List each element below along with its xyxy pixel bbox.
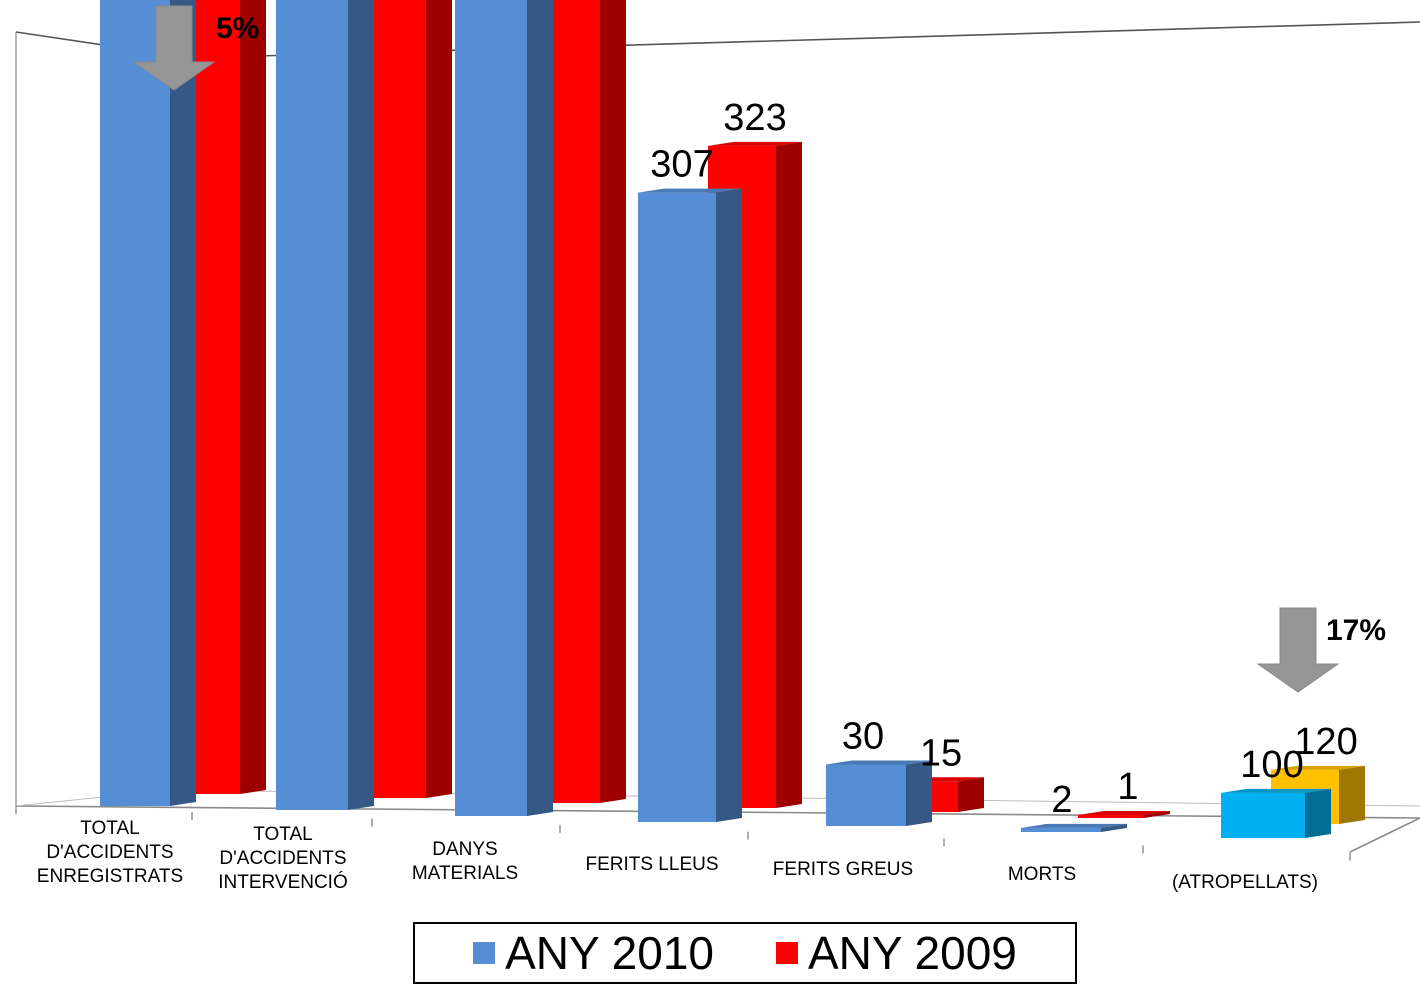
bar-side-face bbox=[958, 777, 984, 812]
x-axis-ticks bbox=[15, 806, 1351, 861]
legend-label-2010: ANY 2010 bbox=[505, 927, 714, 979]
bar-chart-3d: TOTAL D'ACCIDENTS ENREGISTRATS TOTAL D'ACCID… bbox=[15, 0, 1420, 893]
bar-front-face bbox=[186, 0, 240, 794]
bar-side-face bbox=[348, 0, 374, 810]
value-label-1-6: 120 bbox=[1294, 721, 1357, 763]
floor-right-edge bbox=[1349, 817, 1420, 853]
bar-top-face bbox=[1221, 788, 1331, 793]
bar-1-2 bbox=[550, 0, 626, 803]
annotations: 5% 17% bbox=[132, 5, 1386, 693]
bar-front-face bbox=[455, 0, 527, 816]
bar-0-6 bbox=[1221, 788, 1331, 838]
bar-0-3 bbox=[638, 188, 742, 822]
value-label-0-3: 307 bbox=[650, 144, 713, 186]
category-label-4: FERITS GREUS bbox=[773, 859, 913, 880]
value-labels: 1603122388432315112015271255916307302100 bbox=[650, 97, 1357, 821]
bar-top-face bbox=[638, 188, 742, 193]
annotation-label-0: 5% bbox=[216, 12, 259, 45]
category-label-2: DANYS MATERIALS bbox=[412, 839, 518, 884]
legend-label-2009: ANY 2009 bbox=[808, 927, 1017, 979]
bar-side-face bbox=[600, 0, 626, 803]
bar-0-1 bbox=[276, 0, 374, 810]
bar-1-0 bbox=[186, 0, 266, 794]
bar-side-face bbox=[527, 0, 553, 816]
value-label-0-5: 2 bbox=[1051, 779, 1072, 821]
bar-top-face bbox=[1078, 811, 1170, 815]
value-label-0-4: 30 bbox=[842, 716, 884, 758]
bar-side-face bbox=[240, 0, 266, 794]
bars bbox=[100, 0, 1365, 838]
bar-front-face bbox=[100, 0, 170, 806]
bar-side-face bbox=[776, 141, 802, 809]
category-label-1: TOTAL D'ACCIDENTS INTERVENCIÓ bbox=[218, 824, 348, 893]
value-label-1-5: 1 bbox=[1117, 766, 1138, 808]
bar-front-face bbox=[1078, 815, 1144, 818]
bar-side-face bbox=[1305, 788, 1331, 838]
bar-0-4 bbox=[826, 760, 932, 826]
legend: ANY 2010 ANY 2009 bbox=[413, 922, 1077, 984]
bar-front-face bbox=[638, 192, 716, 822]
category-label-3: FERITS LLEUS bbox=[585, 854, 718, 875]
category-label-6: (ATROPELLATS) bbox=[1172, 872, 1318, 893]
bar-front-face bbox=[826, 764, 906, 826]
legend-swatch-2010 bbox=[473, 942, 496, 964]
bar-side-face bbox=[426, 0, 452, 798]
bar-side-face bbox=[170, 0, 196, 806]
bar-0-2 bbox=[455, 0, 553, 816]
bar-front-face bbox=[1221, 792, 1305, 838]
bar-1-5 bbox=[1078, 811, 1170, 818]
value-label-1-4: 15 bbox=[920, 732, 962, 774]
bar-0-0 bbox=[100, 0, 196, 806]
bar-top-face bbox=[708, 141, 802, 146]
bar-top-face bbox=[826, 760, 932, 765]
category-labels: TOTAL D'ACCIDENTS ENREGISTRATS TOTAL D'ACCID… bbox=[37, 818, 1318, 893]
bar-front-face bbox=[372, 0, 426, 798]
category-label-5: MORTS bbox=[1008, 864, 1076, 885]
bar-front-face bbox=[276, 0, 348, 810]
bar-top-face bbox=[1271, 765, 1365, 770]
category-label-0: TOTAL D'ACCIDENTS ENREGISTRATS bbox=[37, 818, 183, 887]
value-label-0-6: 100 bbox=[1240, 744, 1303, 786]
legend-swatch-2009 bbox=[776, 942, 798, 964]
legend-entry-2010: ANY 2010 bbox=[473, 930, 714, 976]
down-arrow-icon bbox=[1256, 607, 1340, 693]
bar-top-face bbox=[1021, 823, 1127, 828]
bar-side-face bbox=[1101, 823, 1127, 832]
bar-side-face bbox=[906, 760, 932, 826]
bar-front-face bbox=[1021, 827, 1101, 832]
annotation-label-1: 17% bbox=[1326, 614, 1386, 647]
bar-side-face bbox=[1144, 811, 1170, 818]
bar-side-face bbox=[1339, 765, 1365, 824]
bar-0-5 bbox=[1021, 823, 1127, 832]
bar-1-1 bbox=[372, 0, 452, 798]
legend-entry-2009: ANY 2009 bbox=[776, 930, 1017, 976]
bar-side-face bbox=[716, 188, 742, 822]
value-label-1-3: 323 bbox=[723, 97, 786, 139]
down-arrow-icon bbox=[132, 5, 216, 91]
bar-front-face bbox=[550, 0, 600, 803]
